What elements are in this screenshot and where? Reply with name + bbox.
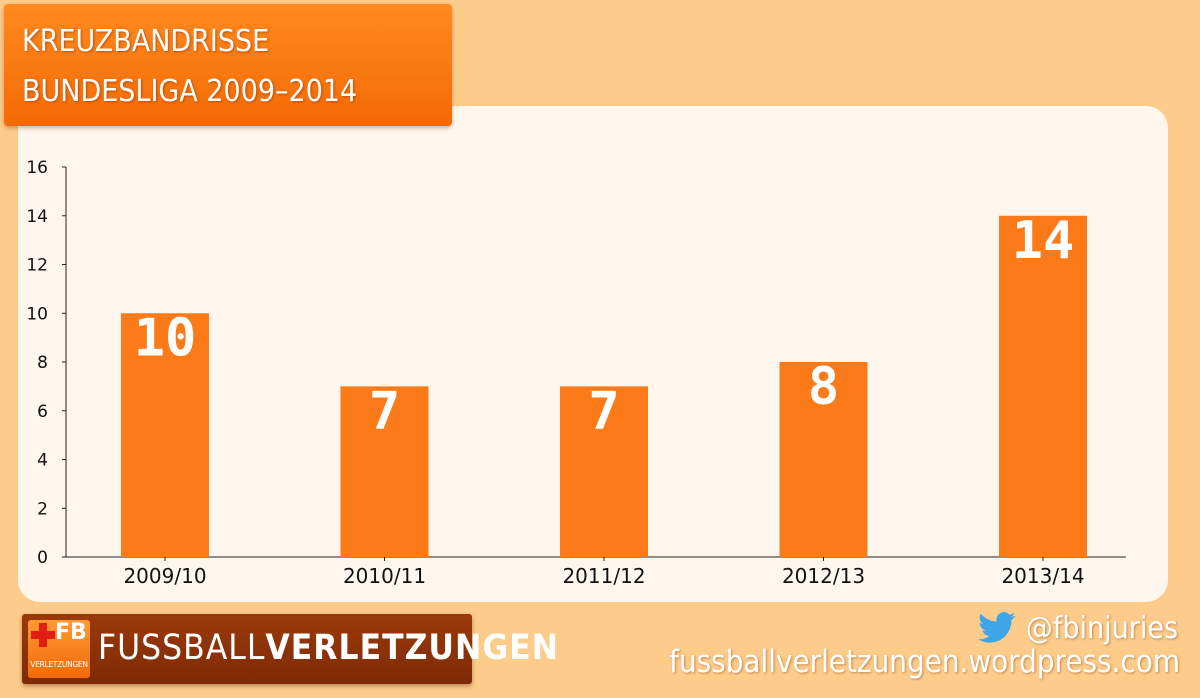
bar-2009/10 <box>121 313 209 557</box>
bar-2012/13 <box>779 362 868 557</box>
logo-wordmark: FUSSBALLVERLETZUNGEN <box>98 628 559 668</box>
bar-2011/12 <box>560 386 648 557</box>
x-tick-label-2013/14: 2013/14 <box>1001 564 1084 588</box>
logo-wordmark-bold: VERLETZUNGEN <box>265 628 560 668</box>
logo-badge: FB VERLETZUNGEN <box>28 620 90 678</box>
red-cross-icon <box>31 623 55 647</box>
website-link[interactable]: fussballverletzungen.wordpress.com <box>669 644 1180 680</box>
y-tick-label-6: 6 <box>37 402 48 422</box>
y-tick-label-14: 14 <box>26 207 48 227</box>
data-label-2011/12: 7 <box>588 381 619 441</box>
twitter-link[interactable]: @fbinjuries <box>977 606 1178 650</box>
y-tick-label-16: 16 <box>26 158 48 178</box>
y-tick-label-8: 8 <box>37 353 48 373</box>
chart-title-line-2: BUNDESLIGA 2009–2014 <box>22 74 358 109</box>
bar-2013/14 <box>999 215 1087 557</box>
logo-badge-text: FB <box>55 620 87 645</box>
y-tick-label-2: 2 <box>37 499 48 519</box>
x-tick-label-2012/13: 2012/13 <box>782 564 865 588</box>
logo-wordmark-light: FUSSBALL <box>98 628 266 668</box>
twitter-bird-icon <box>977 612 1016 643</box>
chart-title-box: KREUZBANDRISSE BUNDESLIGA 2009–2014 <box>4 4 452 126</box>
data-label-2012/13: 8 <box>808 357 839 417</box>
bar-2010/11 <box>340 386 429 557</box>
logo-badge-subtext: VERLETZUNGEN <box>30 660 88 669</box>
twitter-handle: @fbinjuries <box>1025 610 1178 646</box>
y-tick-label-10: 10 <box>26 304 48 324</box>
x-tick-label-2009/10: 2009/10 <box>123 564 206 588</box>
chart-title-line-1: KREUZBANDRISSE <box>22 24 270 59</box>
data-label-2009/10: 10 <box>134 308 197 368</box>
site-logo[interactable]: FB VERLETZUNGEN FUSSBALLVERLETZUNGEN <box>22 614 558 684</box>
data-label-2010/11: 7 <box>369 381 400 441</box>
data-label-2013/14: 14 <box>1012 211 1075 271</box>
y-tick-label-0: 0 <box>37 548 48 568</box>
y-tick-label-12: 12 <box>26 256 48 276</box>
y-tick-label-4: 4 <box>37 451 48 471</box>
x-tick-label-2010/11: 2010/11 <box>343 564 426 588</box>
x-tick-label-2011/12: 2011/12 <box>562 564 645 588</box>
